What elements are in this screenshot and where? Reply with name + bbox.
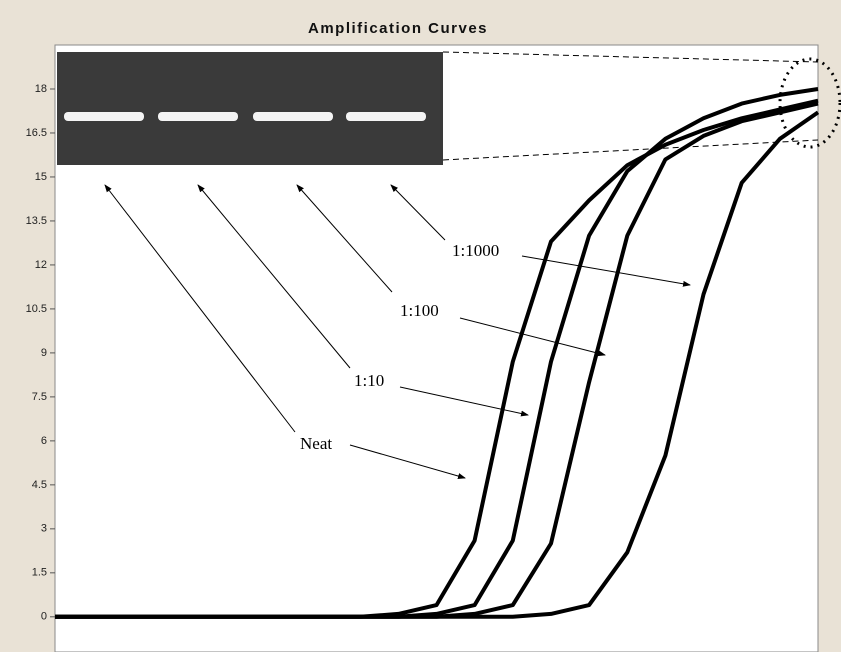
gel-band	[158, 112, 238, 121]
y-tick-label: 16.5	[26, 127, 47, 139]
page: {"chart_data": { "type": "line", "title"…	[0, 0, 841, 652]
y-tick-label: 4.5	[32, 479, 47, 491]
y-tick-label: 9	[41, 347, 47, 359]
annotation: 1:100	[400, 301, 439, 320]
gel-band	[64, 112, 144, 121]
y-tick-label: 15	[35, 171, 47, 183]
gel-band	[346, 112, 426, 121]
y-tick-label: 6	[41, 435, 47, 447]
annotation: 1:10	[354, 371, 384, 390]
gel-image	[57, 52, 443, 165]
y-tick-label: 0	[41, 611, 47, 623]
chart-title: Amplification Curves	[308, 20, 488, 37]
gel-band	[253, 112, 333, 121]
y-tick-label: 12	[35, 259, 47, 271]
y-tick-label: 3	[41, 523, 47, 535]
annotation: Neat	[300, 434, 332, 453]
y-tick-label: 10.5	[26, 303, 47, 315]
y-tick-label: 7.5	[32, 391, 47, 403]
y-tick-label: 1.5	[32, 567, 47, 579]
y-tick-label: 18	[35, 83, 47, 95]
annotation: 1:1000	[452, 241, 499, 260]
y-tick-label: 13.5	[26, 215, 47, 227]
chart: Amplification Curves Neat 1:10 1:100 1:1…	[0, 0, 841, 652]
